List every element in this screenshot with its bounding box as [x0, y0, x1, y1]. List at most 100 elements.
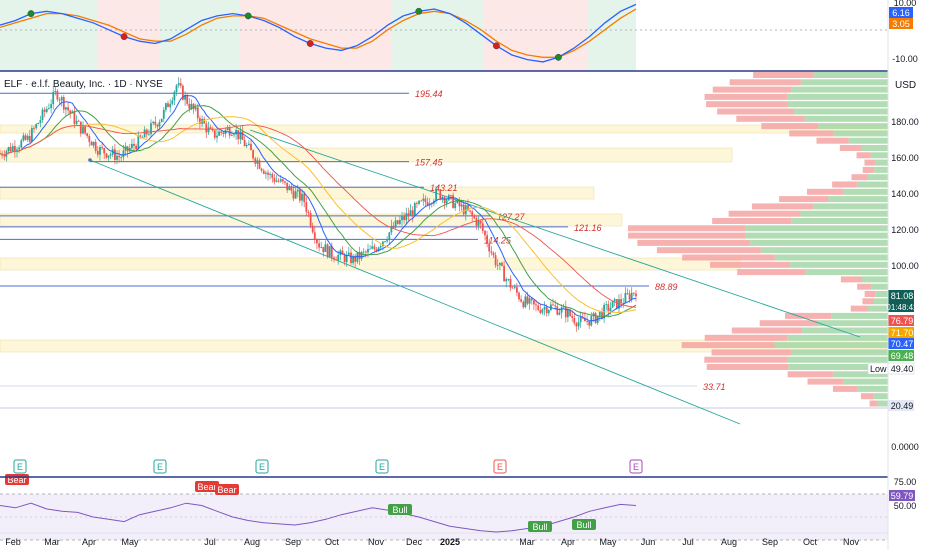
rsi-value-tag — [889, 490, 915, 501]
candle-body — [594, 313, 597, 323]
candle-body — [288, 186, 291, 191]
volume-profile-bar — [848, 137, 888, 144]
volume-profile-bar — [805, 269, 888, 276]
candle-body — [362, 251, 365, 253]
volume-profile-bar — [711, 349, 791, 356]
candle-body — [11, 146, 14, 152]
candle-body — [241, 131, 244, 140]
candle-body — [586, 321, 588, 322]
candle-body — [188, 103, 191, 109]
candle-body — [475, 218, 478, 226]
price-axis-tick: 100.00 — [891, 261, 919, 271]
candle-body — [492, 252, 495, 256]
candle-body — [379, 246, 382, 248]
candle-body — [341, 250, 344, 255]
symbol-header[interactable]: ELF · e.l.f. Beauty, Inc. · 1D · NYSE — [4, 79, 163, 90]
candle-body — [216, 135, 218, 138]
earnings-marker — [255, 459, 269, 474]
oscillator-fast-tag — [889, 7, 913, 18]
rsi-signal-label: Bull — [576, 520, 591, 530]
volume-profile-bar — [856, 152, 871, 159]
candle-body — [624, 293, 627, 303]
candle-body — [22, 135, 25, 141]
time-axis-tick: Apr — [561, 537, 575, 547]
candle-body — [177, 83, 180, 86]
volume-profile-bar — [737, 269, 806, 276]
volume-profile-bar — [832, 371, 888, 378]
candle-body — [390, 225, 393, 233]
candle-body — [84, 126, 86, 134]
candle-body — [196, 107, 199, 119]
time-axis-tick: Jul — [204, 537, 216, 547]
candle-body — [131, 143, 133, 149]
candle-body — [118, 155, 120, 158]
level-label: 121.16 — [574, 223, 602, 233]
volume-profile-bar — [804, 115, 888, 122]
candle-body — [260, 168, 263, 171]
candle-body — [120, 157, 123, 158]
oscillator-cross-dot — [27, 10, 35, 18]
volume-profile-bar — [840, 276, 863, 283]
candle-body — [58, 99, 61, 101]
volume-profile-bar — [873, 393, 888, 400]
candle-body — [37, 123, 40, 124]
candle-body — [458, 199, 461, 207]
candle-body — [335, 259, 337, 261]
rsi-signal-badge — [388, 504, 412, 515]
candle-body — [69, 110, 72, 114]
candle-body — [394, 220, 397, 228]
candle-body — [396, 220, 399, 224]
oscillator-tick: 10.00 — [894, 0, 917, 8]
volume-profile-bar — [851, 174, 868, 181]
candle-body — [337, 254, 340, 261]
candle-body — [524, 296, 527, 308]
candle-body — [237, 130, 240, 140]
candle-body — [471, 211, 474, 216]
channel-upper-line — [249, 129, 861, 338]
candle-body — [103, 148, 106, 154]
time-axis-tick: Apr — [82, 537, 96, 547]
candle-body — [301, 193, 303, 201]
candle-body — [426, 202, 429, 206]
candle-body — [256, 160, 259, 164]
candle-body — [311, 225, 314, 233]
volume-profile-bar — [813, 72, 888, 78]
volume-profile-bar — [870, 152, 888, 159]
candle-body — [541, 309, 544, 313]
candle-body — [409, 210, 412, 216]
candle-body — [254, 158, 257, 164]
time-axis-tick: Oct — [325, 537, 340, 547]
candle-body — [352, 255, 354, 264]
level-label: 195.44 — [415, 89, 443, 99]
candle-body — [490, 251, 493, 253]
earnings-marker — [629, 459, 643, 474]
candle-body — [190, 103, 193, 109]
candle-body — [530, 298, 533, 301]
price-tag — [888, 400, 914, 411]
candle-body — [265, 172, 267, 174]
candle-body — [20, 140, 23, 148]
volume-profile-bar — [806, 188, 844, 195]
supply-zone — [0, 124, 889, 134]
currency-label: USD — [895, 80, 916, 91]
volume-profile-bar — [787, 371, 833, 378]
volume-profile-bar — [818, 123, 888, 130]
candle-body — [330, 246, 333, 258]
candle-body — [473, 215, 476, 219]
volume-profile-bar — [750, 239, 888, 246]
candle-body — [160, 118, 163, 123]
candle-body — [299, 189, 301, 201]
volume-profile-bar — [704, 93, 788, 100]
oscillator-zone — [240, 0, 392, 71]
oscillator-zones — [0, 0, 888, 71]
candle-body — [150, 123, 152, 135]
earnings-marker-label: E — [17, 462, 23, 472]
candle-body — [309, 213, 312, 226]
time-axis-tick: Aug — [721, 537, 737, 547]
volume-profile-bar — [789, 130, 834, 137]
volume-profile-bar — [774, 254, 888, 261]
candle-body — [73, 111, 76, 124]
candle-body — [403, 216, 405, 221]
candle-body — [9, 147, 12, 152]
